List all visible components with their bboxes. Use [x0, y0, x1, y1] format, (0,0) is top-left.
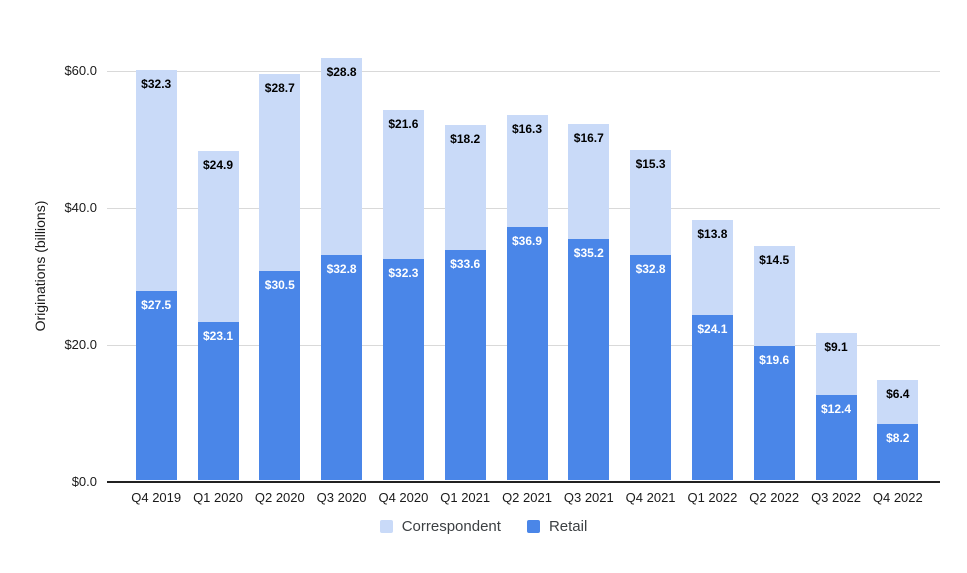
x-tick-label: Q1 2022: [687, 490, 738, 505]
bar-segment-retail: $19.6: [753, 345, 795, 480]
bar-segment-correspondent: $21.6: [382, 110, 424, 259]
bar-group: $23.1 $24.9: [197, 48, 239, 480]
bar-value-label: $6.4: [886, 386, 910, 401]
bar-segment-correspondent: $32.3: [135, 69, 177, 292]
bar-segment-correspondent: $9.1: [815, 332, 857, 395]
bar-value-label: $23.1: [202, 328, 234, 343]
bar-value-label: $16.7: [573, 131, 604, 146]
bar-segment-correspondent: $16.3: [506, 115, 548, 227]
bar-segment-retail: $24.1: [691, 314, 733, 480]
legend-swatch-retail: [526, 520, 540, 533]
bar-segment-correspondent: $28.7: [259, 74, 301, 271]
bar-group: $32.8 $15.3: [630, 48, 672, 480]
bar-segment-correspondent: $13.8: [691, 220, 733, 315]
legend-item-retail: Retail: [526, 518, 588, 535]
bar-value-label: $32.8: [635, 262, 666, 277]
bar-value-label: $33.6: [450, 256, 481, 271]
bar-segment-correspondent: $16.7: [568, 124, 610, 239]
bar-segment-retail: $23.1: [197, 321, 239, 480]
bar-value-label: $19.6: [759, 352, 790, 367]
bar-value-label: $24.9: [202, 157, 234, 172]
bar-segment-correspondent: $18.2: [444, 124, 486, 250]
bar-segment-correspondent: $28.8: [321, 57, 363, 256]
bar-group: $33.6 $18.2: [444, 48, 486, 480]
bar-segment-correspondent: $6.4: [877, 379, 919, 424]
x-tick-label: Q3 2021: [563, 490, 614, 505]
y-tick-label: $40.0: [64, 199, 97, 215]
plot-area: $27.5 $32.3 $23.1 $24.9 $30.5 $28.7 $32.8 $28.8…: [107, 48, 940, 483]
x-axis-line: [107, 481, 940, 483]
bar-segment-retail: $32.8: [321, 255, 363, 480]
bar-value-label: $8.2: [886, 430, 910, 445]
bar-group: $36.9 $16.3: [506, 48, 548, 480]
bar-value-label: $27.5: [141, 298, 172, 313]
bar-value-label: $12.4: [820, 401, 852, 416]
bar-value-label: $9.1: [824, 339, 848, 354]
bar-value-label: $13.8: [697, 227, 728, 242]
bar-value-label: $32.8: [326, 262, 357, 277]
bar-value-label: $24.1: [697, 321, 728, 336]
bar-segment-retail: $8.2: [877, 423, 919, 480]
x-tick-label: Q4 2020: [378, 490, 429, 505]
bar-segment-correspondent: $15.3: [630, 150, 672, 256]
bar-segment-correspondent: $14.5: [753, 246, 795, 346]
bar-segment-retail: $12.4: [815, 394, 857, 480]
bar-value-label: $28.7: [264, 81, 295, 96]
gridline: [107, 70, 940, 72]
bar-group: $19.6 $14.5: [753, 48, 795, 480]
bar-value-label: $36.9: [511, 233, 543, 248]
bar-group: $24.1 $13.8: [691, 48, 733, 480]
x-tick-label: Q2 2022: [749, 490, 800, 505]
bar-group: $8.2 $6.4: [877, 48, 919, 480]
bar-value-label: $35.2: [573, 245, 604, 260]
bar-group: $32.8 $28.8: [321, 48, 363, 480]
x-tick-label: Q3 2020: [316, 490, 367, 505]
bar-segment-retail: $27.5: [135, 291, 177, 480]
x-tick-label: Q3 2022: [811, 490, 861, 505]
x-tick-label: Q4 2019: [131, 490, 182, 505]
bar-segment-retail: $32.8: [630, 255, 672, 480]
x-tick-label: Q1 2021: [440, 490, 491, 505]
bar-segment-retail: $30.5: [259, 270, 301, 480]
legend-swatch-correspondent: [379, 520, 393, 533]
bar-segment-retail: $33.6: [444, 249, 486, 480]
bar-segment-retail: $32.3: [382, 258, 424, 480]
x-tick-label: Q4 2022: [872, 490, 923, 505]
legend-item-correspondent: Correspondent: [379, 518, 501, 535]
legend-label: Correspondent: [401, 518, 501, 535]
bar-value-label: $30.5: [264, 277, 295, 292]
bar-value-label: $32.3: [388, 265, 419, 280]
bar-value-label: $32.3: [141, 76, 172, 91]
bar-value-label: $18.2: [450, 131, 481, 146]
legend-label: Retail: [548, 518, 588, 535]
bar-group: $27.5 $32.3: [135, 48, 177, 480]
bar-segment-retail: $35.2: [568, 238, 610, 480]
bar-value-label: $14.5: [759, 253, 790, 268]
bar-group: $32.3 $21.6: [382, 48, 424, 480]
bar-segment-retail: $36.9: [506, 226, 548, 480]
bar-value-label: $21.6: [388, 117, 419, 132]
bar-value-label: $15.3: [635, 157, 666, 172]
x-tick-label: Q2 2021: [502, 490, 552, 505]
bar-group: $30.5 $28.7: [259, 48, 301, 480]
chart-legend: Correspondent Retail: [0, 518, 967, 535]
x-tick-label: Q2 2020: [254, 490, 305, 505]
bar-segment-correspondent: $24.9: [197, 150, 239, 322]
bar-group: $12.4 $9.1: [815, 48, 857, 480]
y-tick-label: $20.0: [64, 336, 97, 352]
bar-value-label: $16.3: [511, 122, 543, 137]
bar-value-label: $28.8: [326, 64, 357, 79]
y-tick-label: $60.0: [64, 62, 97, 78]
x-tick-label: Q4 2021: [625, 490, 676, 505]
bar-group: $35.2 $16.7: [568, 48, 610, 480]
x-tick-label: Q1 2020: [193, 490, 243, 505]
y-tick-label: $0.0: [71, 474, 97, 489]
